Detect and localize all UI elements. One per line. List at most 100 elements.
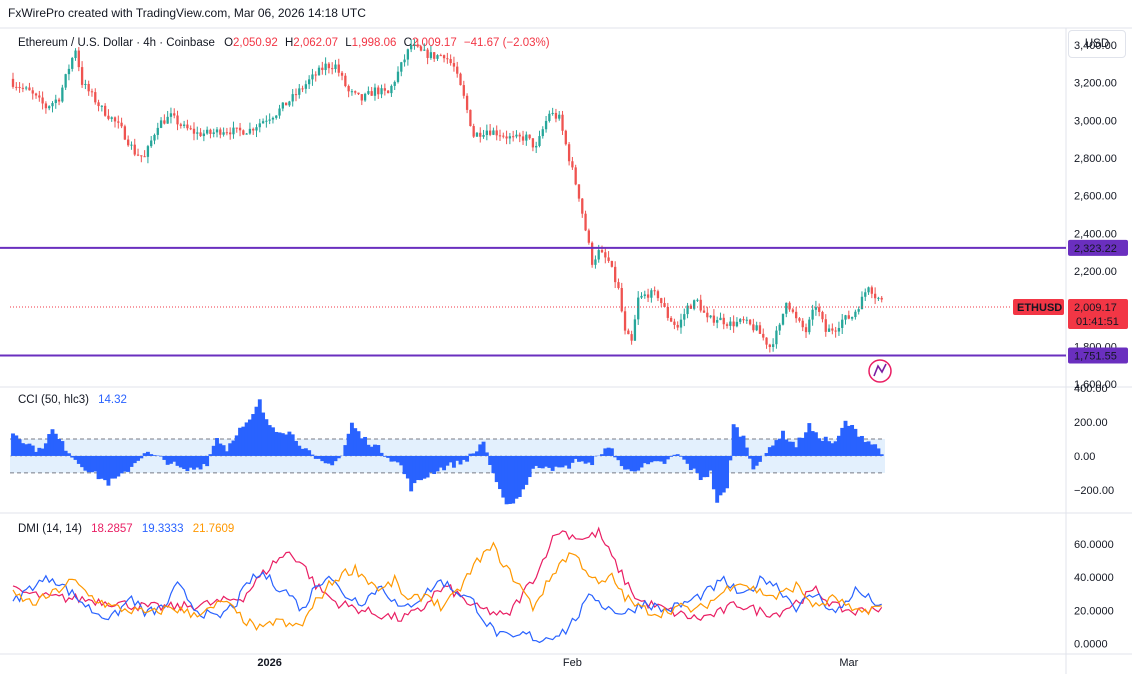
- cci-bar: [93, 455, 98, 472]
- candle-body: [584, 213, 587, 231]
- cci-bar: [573, 455, 578, 459]
- cci-bar: [47, 434, 52, 456]
- candle-body: [650, 290, 653, 298]
- candle-body: [117, 121, 120, 123]
- cci-bar: [547, 455, 552, 468]
- cci-bar: [70, 455, 75, 458]
- candle-body: [627, 330, 630, 335]
- cci-bar: [50, 429, 55, 456]
- candle-body: [765, 337, 768, 345]
- cci-bar: [165, 455, 170, 465]
- candle-body: [288, 101, 291, 106]
- cci-bar: [442, 455, 447, 471]
- cci-bar: [577, 455, 581, 462]
- cci-bar: [600, 454, 604, 456]
- cci-bar: [251, 414, 256, 456]
- candle-body: [57, 99, 61, 102]
- replay-icon-mark: [873, 363, 887, 377]
- candle-body: [196, 132, 199, 134]
- candle-body: [692, 300, 696, 309]
- cci-bar: [498, 455, 502, 490]
- candle-body: [640, 295, 643, 298]
- candle-body: [205, 129, 209, 134]
- dmi-legend: DMI (14, 14) 18.2857 19.3333 21.7609: [18, 523, 234, 535]
- candle-body: [278, 108, 281, 116]
- candle-body: [64, 74, 67, 88]
- cci-bar: [182, 455, 187, 469]
- candle-body: [735, 321, 739, 327]
- candle-body: [739, 319, 742, 322]
- cci-bar: [86, 455, 91, 473]
- last-price-label: 2,009.17: [1074, 302, 1117, 314]
- cci-bar: [30, 445, 35, 456]
- candle-body: [275, 115, 278, 118]
- candle-body: [442, 55, 446, 59]
- candle-body: [327, 63, 331, 69]
- cci-bar: [537, 455, 542, 468]
- price-tick-label: 3,400.00: [1074, 40, 1117, 52]
- candle-body: [508, 136, 512, 139]
- candle-body: [235, 127, 238, 129]
- candle-body: [123, 126, 127, 140]
- candle-body: [433, 52, 436, 59]
- cci-bar: [264, 419, 269, 456]
- candle-body: [133, 144, 136, 155]
- price-tick-label: 3,000.00: [1074, 115, 1117, 127]
- candle-body: [48, 106, 51, 109]
- cci-bar: [623, 455, 627, 470]
- dmi-plus-value: 18.2857: [91, 523, 133, 535]
- cci-bar: [399, 455, 404, 466]
- candle-body: [637, 297, 640, 320]
- cci-bar: [57, 438, 62, 456]
- candle-body: [633, 319, 637, 341]
- cci-bar: [379, 452, 384, 456]
- candle-body: [377, 87, 380, 95]
- cci-bar: [419, 455, 423, 481]
- cci-tick-label: −200.00: [1074, 485, 1114, 497]
- candle-body: [370, 91, 373, 96]
- change-value: −41.67 (−2.03%): [463, 37, 550, 49]
- cci-bar: [34, 451, 38, 456]
- candle-body: [311, 74, 314, 80]
- candle-body: [179, 124, 182, 126]
- cci-bar: [346, 433, 351, 456]
- cci-bar: [241, 426, 246, 456]
- candle-body: [344, 75, 347, 87]
- cci-bar: [728, 455, 733, 461]
- cci-bar: [656, 455, 660, 462]
- cci-bar: [218, 443, 223, 456]
- candle-body: [571, 161, 574, 168]
- cci-bar: [402, 455, 407, 475]
- candle-body: [683, 314, 686, 320]
- cci-bar: [583, 455, 588, 464]
- cci-bar: [833, 441, 838, 456]
- candle-body: [238, 127, 242, 131]
- cci-bar: [817, 438, 822, 456]
- currency-button[interactable]: USD: [1068, 30, 1126, 58]
- candle-body: [771, 344, 775, 347]
- candle-body: [156, 127, 159, 135]
- candle-body: [252, 128, 255, 131]
- candle-body: [113, 117, 117, 122]
- cci-bar: [619, 455, 624, 467]
- level-price-tag: [1068, 347, 1128, 364]
- cci-bar: [396, 455, 400, 463]
- candle-body: [284, 102, 288, 106]
- cci-bar: [823, 436, 828, 456]
- dmi-tick-label: 20.0000: [1074, 605, 1114, 617]
- cci-bar: [96, 455, 101, 480]
- candle-body: [337, 64, 340, 73]
- cci-bar: [465, 455, 470, 462]
- adx-line: [12, 541, 882, 632]
- candle-body: [528, 134, 531, 139]
- candle-body: [153, 134, 156, 141]
- cci-bar: [17, 439, 22, 456]
- candle-body: [669, 317, 673, 322]
- cci-bar: [122, 455, 127, 472]
- cci-bar: [90, 455, 94, 473]
- candle-body: [360, 94, 363, 101]
- cci-bar: [103, 455, 108, 481]
- cci-bar: [550, 455, 555, 471]
- cci-bar: [813, 432, 818, 456]
